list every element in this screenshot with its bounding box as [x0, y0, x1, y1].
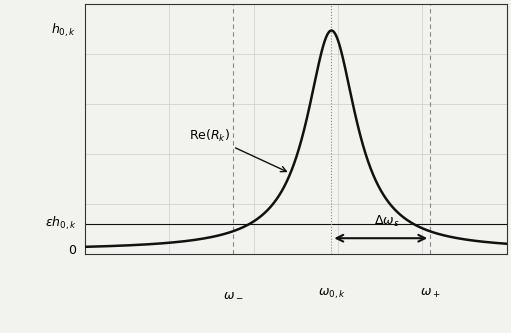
Text: $\omega_{0,k}$: $\omega_{0,k}$ [317, 287, 345, 301]
Text: $\omega_+$: $\omega_+$ [420, 287, 440, 300]
Text: $\Delta\omega_\epsilon$: $\Delta\omega_\epsilon$ [374, 214, 399, 229]
Text: $\omega_-$: $\omega_-$ [223, 287, 243, 300]
Text: $h_{0,k}$: $h_{0,k}$ [51, 22, 77, 39]
Text: $\mathrm{Re}(R_k)$: $\mathrm{Re}(R_k)$ [189, 128, 287, 171]
Text: $0$: $0$ [67, 243, 77, 256]
Text: $\epsilon h_{0,k}$: $\epsilon h_{0,k}$ [44, 215, 77, 232]
